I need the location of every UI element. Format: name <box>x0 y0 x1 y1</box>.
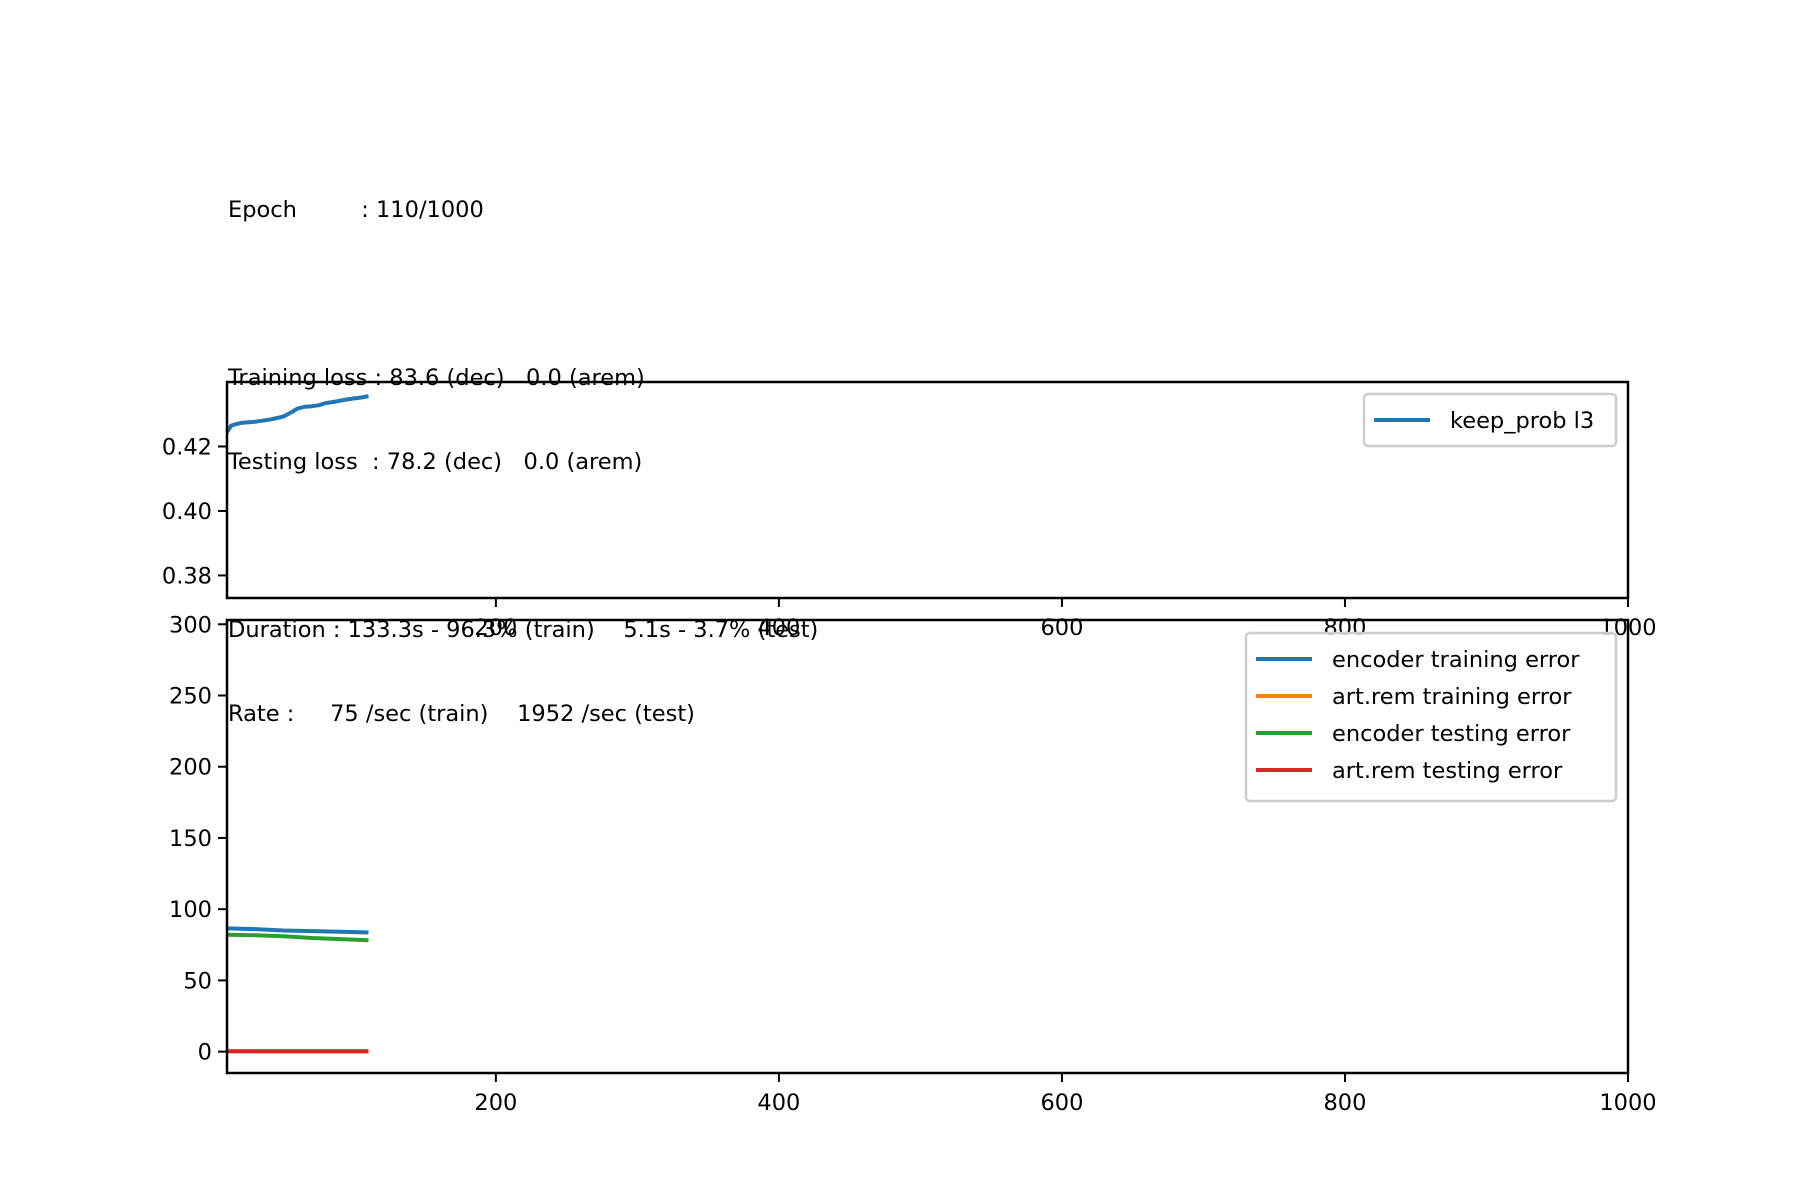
keep-prob-ytick-label: 0.42 <box>162 434 212 460</box>
error-axes-frame <box>225 618 1630 1075</box>
rate-line: Rate : 75 /sec (train) 1952 /sec (test) <box>228 701 695 727</box>
error-ytick-label: 100 <box>169 897 212 923</box>
epoch-line: Epoch : 110/1000 <box>228 197 484 223</box>
error-legend-label-0: encoder training error <box>1332 647 1580 673</box>
error-ytick-label: 250 <box>169 684 212 710</box>
error-ytick-label: 0 <box>198 1040 212 1066</box>
error-xtick-label: 400 <box>757 1090 800 1116</box>
duration-line: Duration : 133.3s - 96.3% (train) 5.1s -… <box>228 617 819 643</box>
error-series-0-line <box>226 926 369 935</box>
keep-prob-ytick-label: 0.38 <box>162 563 212 589</box>
error-legend-label-2: encoder testing error <box>1332 721 1571 747</box>
keep-prob-axes-frame <box>225 380 1630 600</box>
error-legend-label-3: art.rem testing error <box>1332 758 1563 784</box>
error-series-2-line <box>226 932 369 943</box>
error-xtick-label: 800 <box>1323 1090 1366 1116</box>
error-ytick-label: 50 <box>183 968 212 994</box>
keep-prob-legend-label-0: keep_prob l3 <box>1450 408 1594 434</box>
error-panel: 200 400 600 800 1000 0 50 100 150 200 250 300 encode… <box>169 612 1657 1116</box>
error-xtick-label: 1000 <box>1599 1090 1656 1116</box>
testing-loss-line: Testing loss : 78.2 (dec) 0.0 (arem) <box>228 449 643 475</box>
error-legend-label-1: art.rem training error <box>1332 684 1572 710</box>
error-ytick-label: 300 <box>169 612 212 638</box>
keep-prob-ytick-label: 0.40 <box>162 499 212 525</box>
error-xtick-label: 200 <box>474 1090 517 1116</box>
error-legend-box <box>1244 631 1618 803</box>
error-ytick-label: 200 <box>169 755 212 781</box>
keep-prob-legend-box <box>1362 392 1618 448</box>
error-xtick-label: 600 <box>1040 1090 1083 1116</box>
training-loss-line: Training loss : 83.6 (dec) 0.0 (arem) <box>228 365 645 391</box>
error-ytick-label: 150 <box>169 826 212 852</box>
keep-prob-series-0-line <box>225 394 369 434</box>
training-stats: Epoch : 110/1000 Training loss : 83.6 (d… <box>228 140 818 756</box>
